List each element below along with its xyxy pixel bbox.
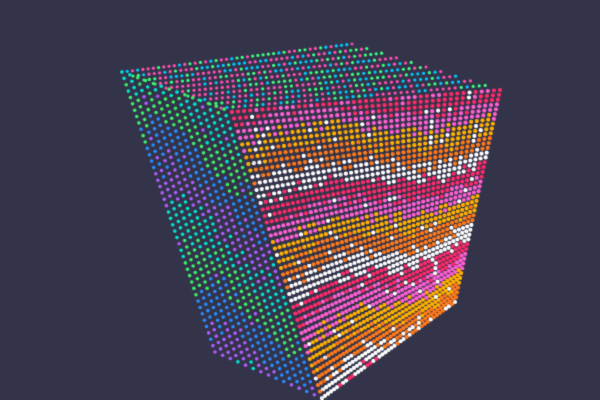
point-cloud-cube[interactable]	[0, 0, 600, 400]
3d-viewport[interactable]	[0, 0, 600, 400]
